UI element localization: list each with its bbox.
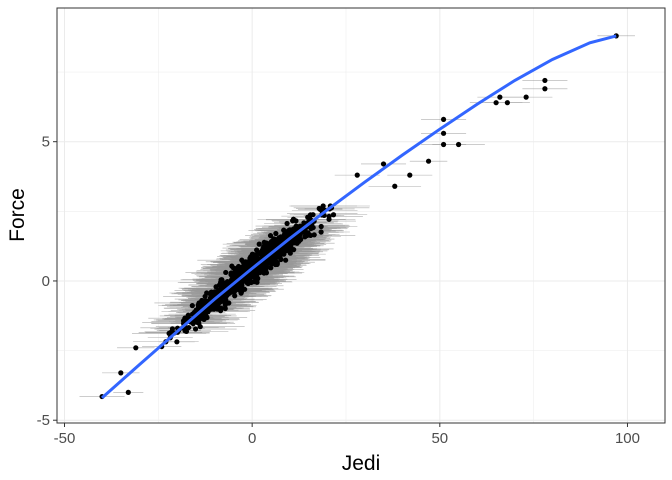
- data-point: [228, 270, 234, 276]
- data-point: [167, 330, 174, 336]
- data-point: [259, 247, 266, 253]
- data-point: [203, 309, 209, 315]
- data-point: [274, 261, 280, 267]
- x-tick-label: 100: [615, 430, 640, 447]
- x-tick-label: 50: [431, 430, 448, 447]
- y-axis-title: Force: [6, 188, 29, 242]
- data-point: [297, 236, 303, 242]
- data-point: [262, 262, 269, 269]
- data-point: [118, 370, 124, 376]
- data-point: [192, 326, 199, 332]
- data-point: [318, 229, 324, 235]
- data-point: [407, 172, 413, 178]
- data-point: [318, 223, 324, 230]
- data-point: [320, 203, 326, 209]
- data-point: [223, 269, 229, 276]
- x-axis-ticks: -50 0 50 100: [54, 423, 640, 447]
- data-point: [295, 224, 301, 231]
- data-point: [199, 297, 205, 304]
- data-point: [204, 290, 210, 296]
- data-point: [326, 216, 332, 222]
- data-point: [238, 287, 245, 293]
- data-point: [133, 345, 139, 351]
- data-point: [281, 228, 288, 234]
- panel-background: [57, 8, 665, 423]
- data-point: [236, 282, 242, 289]
- data-point: [248, 274, 254, 280]
- data-point: [195, 317, 201, 323]
- data-point: [284, 220, 290, 227]
- data-point: [243, 276, 250, 282]
- data-point: [308, 225, 314, 232]
- data-point: [254, 277, 260, 283]
- data-point: [440, 130, 447, 136]
- data-point: [523, 94, 529, 100]
- data-point: [290, 226, 297, 232]
- data-point: [267, 232, 274, 239]
- data-point: [232, 293, 238, 299]
- data-point: [204, 314, 210, 321]
- data-point: [277, 255, 283, 261]
- data-point: [268, 265, 274, 271]
- data-point: [222, 305, 228, 312]
- data-point: [213, 284, 219, 290]
- data-point: [280, 236, 286, 243]
- y-tick-label: -5: [37, 412, 50, 429]
- data-point: [174, 339, 180, 345]
- data-point: [305, 214, 311, 220]
- data-point: [542, 77, 548, 84]
- data-point: [493, 100, 499, 106]
- data-point: [273, 236, 279, 243]
- data-point: [310, 212, 316, 218]
- data-point: [221, 299, 227, 305]
- data-point: [380, 161, 387, 167]
- fit-line: [101, 34, 617, 400]
- grid-lines: [57, 8, 665, 423]
- data-point: [273, 230, 279, 237]
- data-point: [230, 265, 237, 271]
- data-point: [304, 232, 310, 239]
- data-point: [440, 116, 447, 123]
- data-point: [199, 314, 205, 320]
- data-point: [235, 263, 242, 270]
- data-point: [290, 218, 296, 224]
- data-point: [213, 305, 219, 311]
- panel-border: [56, 7, 666, 424]
- data-point: [217, 282, 224, 288]
- y-tick-label: 0: [42, 273, 50, 290]
- data-point: [189, 303, 195, 309]
- data-point: [317, 206, 323, 213]
- data-point: [253, 253, 260, 259]
- data-point: [497, 94, 503, 100]
- data-point: [440, 141, 447, 148]
- data-point: [263, 270, 270, 276]
- data-point: [311, 232, 317, 238]
- data-point: [211, 289, 217, 295]
- y-axis-ticks: -5 0 5: [37, 134, 57, 429]
- x-tick-label: -50: [54, 430, 76, 447]
- data-point: [392, 183, 398, 189]
- data-point: [291, 247, 297, 253]
- data-point: [504, 100, 510, 106]
- x-axis-title: Jedi: [342, 452, 381, 475]
- data-point: [283, 257, 289, 263]
- data-point: [455, 141, 462, 148]
- data-point: [218, 308, 224, 314]
- data-point: [354, 172, 360, 178]
- data-point: [182, 328, 188, 334]
- data-point: [286, 248, 292, 254]
- x-tick-label: 0: [248, 430, 256, 447]
- data-point: [257, 269, 263, 275]
- data-point: [330, 212, 337, 218]
- data-point: [214, 300, 220, 306]
- data-point: [264, 242, 271, 248]
- y-tick-label: 5: [42, 134, 50, 151]
- data-point: [125, 389, 131, 395]
- data-point: [256, 241, 262, 247]
- data-point: [425, 158, 432, 164]
- data-point: [542, 86, 548, 92]
- data-point: [182, 315, 188, 321]
